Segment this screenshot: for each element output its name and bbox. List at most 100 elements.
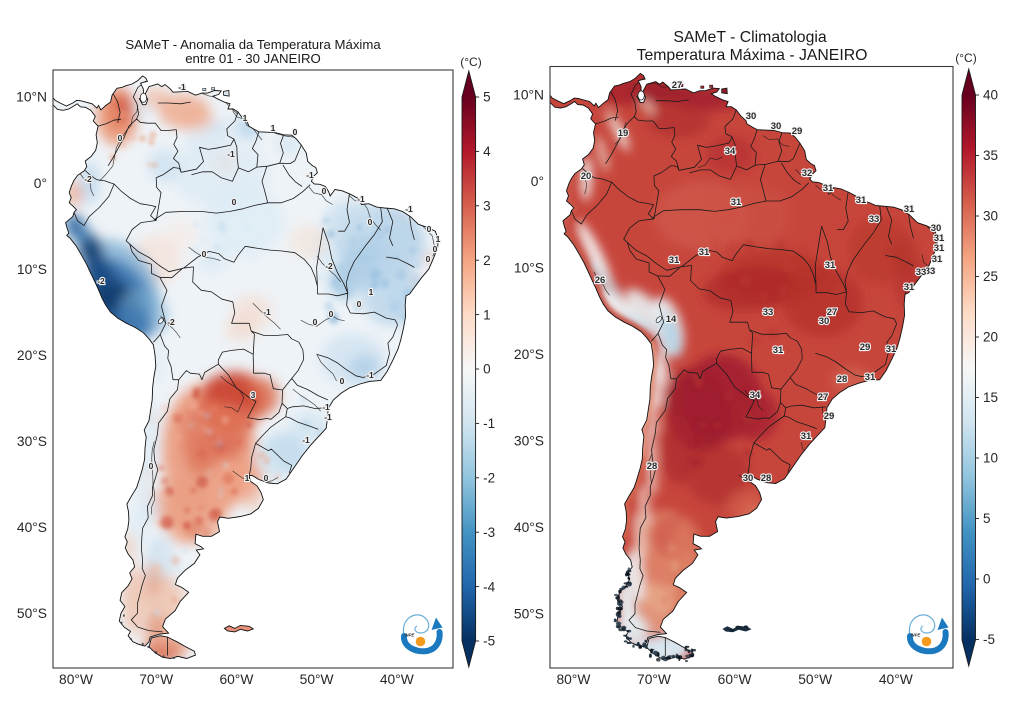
svg-text:31: 31 bbox=[934, 243, 945, 254]
svg-text:31: 31 bbox=[699, 247, 710, 258]
svg-text:20: 20 bbox=[983, 330, 998, 345]
svg-text:30°S: 30°S bbox=[514, 434, 544, 449]
svg-text:19: 19 bbox=[618, 128, 629, 139]
svg-text:0°: 0° bbox=[34, 176, 47, 191]
svg-text:25: 25 bbox=[983, 269, 998, 284]
svg-text:4: 4 bbox=[483, 144, 491, 159]
svg-text:10°S: 10°S bbox=[514, 261, 544, 276]
svg-text:2: 2 bbox=[483, 253, 491, 268]
svg-text:-1: -1 bbox=[324, 412, 332, 422]
svg-text:31: 31 bbox=[904, 204, 915, 215]
svg-text:0: 0 bbox=[426, 254, 431, 264]
svg-text:34: 34 bbox=[725, 146, 736, 157]
svg-text:entre 01 - 30 JANEIRO: entre 01 - 30 JANEIRO bbox=[185, 51, 321, 66]
svg-text:31: 31 bbox=[669, 255, 680, 266]
svg-text:80°W: 80°W bbox=[59, 672, 93, 687]
svg-text:10°N: 10°N bbox=[16, 90, 47, 105]
svg-text:1: 1 bbox=[369, 287, 374, 297]
svg-text:40°W: 40°W bbox=[879, 672, 913, 687]
svg-text:SAMeT - Anomalia da Temperatur: SAMeT - Anomalia da Temperatura Máxima bbox=[125, 37, 381, 52]
svg-text:-2: -2 bbox=[483, 471, 495, 486]
svg-text:0: 0 bbox=[329, 309, 334, 319]
svg-text:3: 3 bbox=[483, 199, 491, 214]
svg-text:31: 31 bbox=[886, 344, 897, 355]
svg-text:30: 30 bbox=[746, 111, 757, 122]
svg-text:10°S: 10°S bbox=[17, 262, 47, 277]
svg-text:1: 1 bbox=[483, 307, 491, 322]
svg-text:27: 27 bbox=[818, 392, 829, 403]
svg-text:0: 0 bbox=[118, 133, 123, 143]
svg-text:0: 0 bbox=[433, 244, 438, 254]
svg-text:35: 35 bbox=[983, 148, 998, 163]
svg-text:0: 0 bbox=[232, 197, 237, 207]
svg-text:-1: -1 bbox=[357, 194, 365, 204]
svg-text:0: 0 bbox=[202, 249, 207, 259]
svg-text:50°W: 50°W bbox=[798, 672, 832, 687]
svg-text:1: 1 bbox=[243, 113, 248, 123]
svg-text:40: 40 bbox=[983, 88, 998, 103]
svg-text:-2: -2 bbox=[84, 174, 92, 184]
svg-text:30: 30 bbox=[983, 209, 998, 224]
svg-text:(°C): (°C) bbox=[955, 51, 976, 65]
svg-text:31: 31 bbox=[825, 260, 836, 271]
svg-text:0: 0 bbox=[322, 186, 327, 196]
svg-text:31: 31 bbox=[823, 183, 834, 194]
svg-text:-4: -4 bbox=[483, 579, 495, 594]
svg-text:-1: -1 bbox=[227, 149, 235, 159]
svg-text:40°S: 40°S bbox=[514, 520, 544, 535]
svg-text:-1: -1 bbox=[483, 416, 495, 431]
svg-text:33: 33 bbox=[925, 266, 936, 277]
svg-text:30°S: 30°S bbox=[17, 434, 47, 449]
svg-text:31: 31 bbox=[856, 195, 867, 206]
svg-text:33: 33 bbox=[869, 214, 880, 225]
svg-text:60°W: 60°W bbox=[718, 672, 752, 687]
svg-text:80°W: 80°W bbox=[556, 672, 590, 687]
svg-text:34: 34 bbox=[750, 390, 761, 401]
svg-text:3: 3 bbox=[251, 390, 256, 400]
svg-text:15: 15 bbox=[983, 390, 998, 405]
svg-text:40°W: 40°W bbox=[380, 672, 414, 687]
svg-text:-3: -3 bbox=[483, 525, 495, 540]
svg-text:29: 29 bbox=[824, 411, 835, 422]
svg-text:INPE: INPE bbox=[911, 633, 921, 638]
svg-text:-1: -1 bbox=[306, 170, 314, 180]
svg-text:14: 14 bbox=[666, 314, 677, 325]
svg-text:20: 20 bbox=[581, 171, 592, 182]
svg-text:33: 33 bbox=[763, 307, 774, 318]
svg-text:50°S: 50°S bbox=[17, 606, 47, 621]
svg-text:31: 31 bbox=[801, 431, 812, 442]
svg-text:-2: -2 bbox=[167, 317, 175, 327]
svg-text:28: 28 bbox=[761, 473, 772, 484]
svg-text:0: 0 bbox=[427, 224, 432, 234]
svg-text:5: 5 bbox=[983, 511, 991, 526]
svg-text:Temperatura Máxima - JANEIRO: Temperatura Máxima - JANEIRO bbox=[637, 47, 868, 64]
svg-text:10: 10 bbox=[983, 451, 998, 466]
svg-text:28: 28 bbox=[837, 374, 848, 385]
svg-text:-1: -1 bbox=[366, 370, 374, 380]
svg-text:31: 31 bbox=[932, 254, 943, 265]
svg-text:1: 1 bbox=[271, 123, 276, 133]
svg-text:50°W: 50°W bbox=[300, 672, 334, 687]
svg-text:20°S: 20°S bbox=[514, 347, 544, 362]
svg-text:5: 5 bbox=[483, 90, 491, 105]
svg-text:0: 0 bbox=[483, 362, 491, 377]
svg-text:-1: -1 bbox=[405, 204, 413, 214]
svg-text:70°W: 70°W bbox=[139, 672, 173, 687]
svg-text:28: 28 bbox=[647, 461, 658, 472]
svg-text:40°S: 40°S bbox=[17, 520, 47, 535]
svg-text:1: 1 bbox=[436, 234, 441, 244]
svg-text:-1: -1 bbox=[302, 435, 310, 445]
svg-text:SAMeT - Climatologia: SAMeT - Climatologia bbox=[673, 29, 827, 46]
svg-text:0: 0 bbox=[357, 299, 362, 309]
svg-text:10°N: 10°N bbox=[513, 87, 544, 102]
svg-text:26: 26 bbox=[595, 275, 606, 286]
svg-text:0°: 0° bbox=[531, 174, 544, 189]
svg-text:INPE: INPE bbox=[405, 633, 415, 638]
svg-text:50°S: 50°S bbox=[514, 607, 544, 622]
svg-text:30: 30 bbox=[819, 316, 830, 327]
svg-text:31: 31 bbox=[865, 372, 876, 383]
svg-text:29: 29 bbox=[792, 126, 803, 137]
svg-text:30: 30 bbox=[931, 223, 942, 234]
svg-text:0: 0 bbox=[293, 127, 298, 137]
svg-text:27: 27 bbox=[672, 80, 683, 91]
